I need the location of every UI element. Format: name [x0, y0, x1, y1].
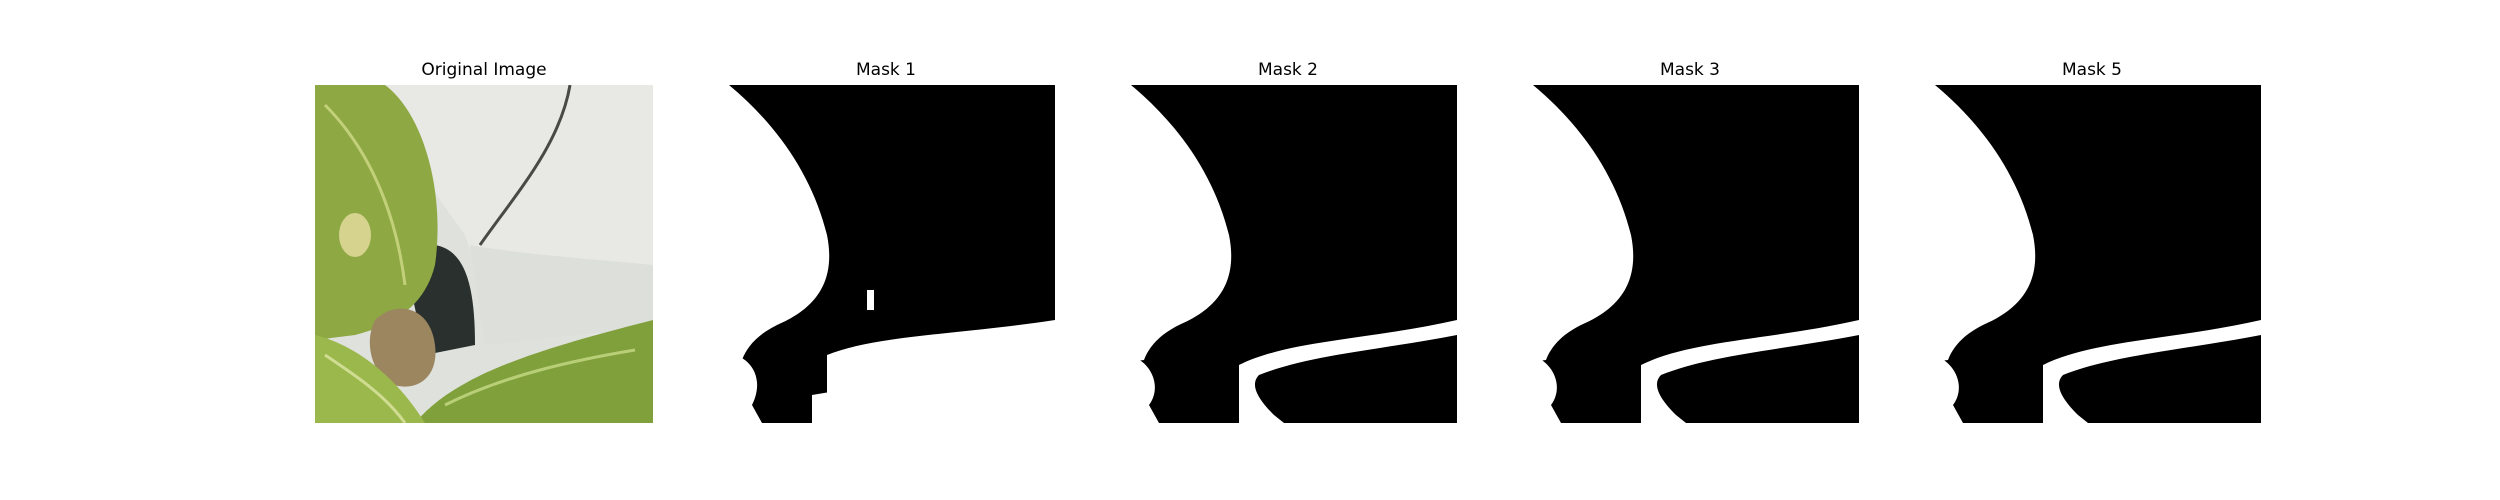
panel-title: Mask 3	[1659, 60, 1720, 80]
mask-image	[1119, 85, 1457, 423]
mask-image	[1923, 85, 2261, 423]
plant-photo	[315, 85, 653, 423]
original-image	[315, 85, 653, 423]
mask-image	[1521, 85, 1859, 423]
panel-title: Original Image	[421, 60, 547, 80]
panel-title: Mask 2	[1257, 60, 1318, 80]
mask-image	[717, 85, 1055, 423]
mask-3-image	[1521, 85, 1859, 423]
mask-1-image	[717, 85, 1055, 423]
mask-5-image	[1923, 85, 2261, 423]
mask-2-image	[1119, 85, 1457, 423]
panel-title: Mask 5	[2061, 60, 2122, 80]
panel-title: Mask 1	[855, 60, 916, 80]
